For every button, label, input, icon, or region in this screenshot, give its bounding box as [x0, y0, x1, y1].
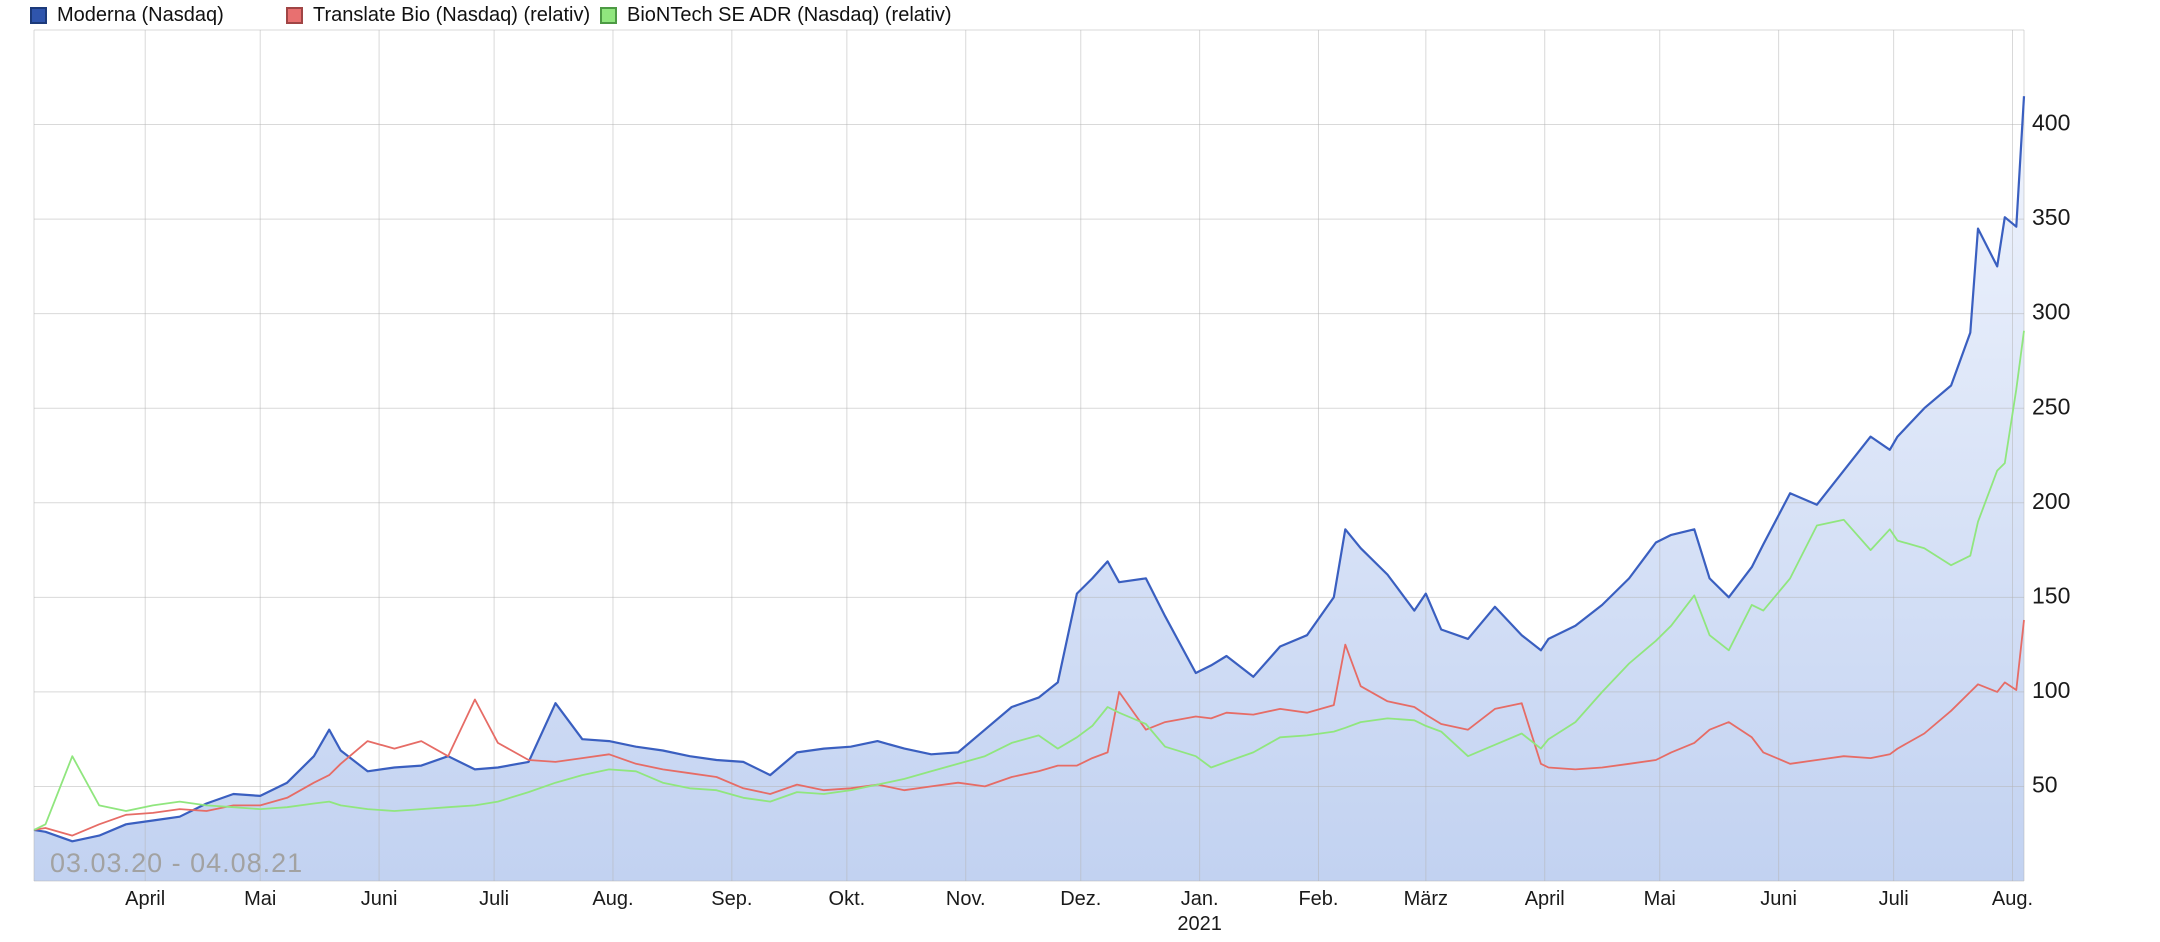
legend-label-translate-bio: Translate Bio (Nasdaq) (relativ): [313, 3, 591, 26]
y-tick-label: 400: [2032, 110, 2070, 136]
translate-bio-series-swatch-icon: [286, 6, 303, 24]
date-range-caption: 03.03.20 - 04.08.21: [50, 848, 304, 878]
month-label: April: [125, 888, 165, 910]
y-tick-label: 200: [2032, 488, 2070, 514]
moderna-line: [33, 96, 2026, 843]
month-label: April: [1525, 888, 1565, 910]
legend-item-moderna: Moderna (Nasdaq): [30, 3, 224, 27]
moderna-area: [34, 96, 2024, 881]
month-label: Juli: [1879, 888, 1909, 910]
translate-bio-line: [33, 619, 2025, 837]
month-label: Mai: [1644, 888, 1676, 910]
y-tick-label: 350: [2032, 204, 2070, 230]
y-tick-label: 50: [2032, 772, 2058, 798]
month-label: Okt.: [829, 888, 866, 910]
legend-item-biontech: BioNTech SE ADR (Nasdaq) (relativ): [600, 3, 952, 27]
biontech-series-swatch-icon: [600, 6, 617, 24]
y-tick-label: 100: [2032, 677, 2070, 703]
month-label: Sep.: [711, 888, 752, 910]
month-label: Juni: [361, 888, 398, 910]
y-tick-label: 300: [2032, 299, 2070, 325]
month-label: Aug.: [1992, 888, 2033, 910]
y-tick-label: 150: [2032, 582, 2070, 608]
month-label: Jan.: [1181, 888, 1219, 910]
month-label: Dez.: [1060, 888, 1101, 910]
month-label: März: [1404, 888, 1448, 910]
legend-label-biontech: BioNTech SE ADR (Nasdaq) (relativ): [627, 3, 952, 26]
legend-label-moderna: Moderna (Nasdaq): [57, 3, 224, 26]
month-label: Aug.: [592, 888, 633, 910]
year-label: 2021: [1177, 913, 1222, 935]
y-tick-label: 250: [2032, 393, 2070, 419]
biontech-line: [33, 330, 2025, 831]
legend-item-translate-bio: Translate Bio (Nasdaq) (relativ): [286, 3, 590, 27]
moderna-series-swatch-icon: [30, 6, 47, 24]
month-label: Juli: [479, 888, 509, 910]
month-label: Juni: [1760, 888, 1797, 910]
month-label: Feb.: [1298, 888, 1338, 910]
month-label: Nov.: [946, 888, 986, 910]
month-label: Mai: [244, 888, 276, 910]
